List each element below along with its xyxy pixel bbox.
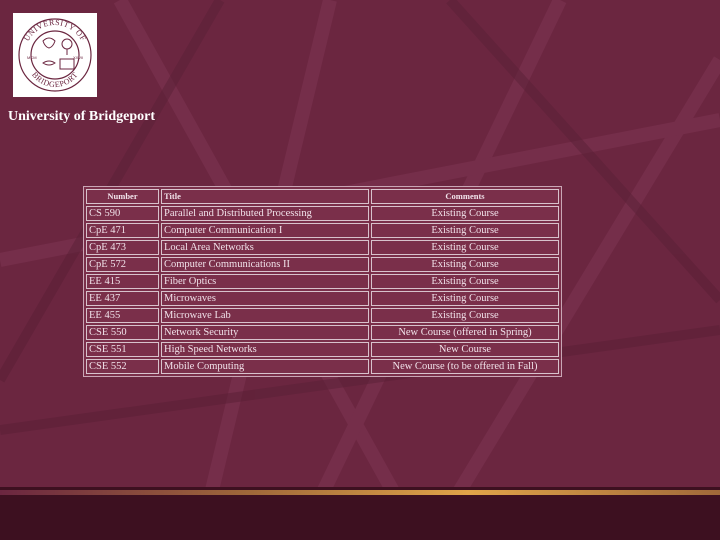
table-row: CpE 471 Computer Communication I Existin… bbox=[86, 223, 559, 238]
course-comment: Existing Course bbox=[371, 240, 559, 255]
logo-year-right: XXVII bbox=[73, 55, 83, 60]
course-comment: New Course bbox=[371, 342, 559, 357]
course-title: Network Security bbox=[161, 325, 369, 340]
course-number: CSE 550 bbox=[86, 325, 159, 340]
course-comment: New Course (to be offered in Fall) bbox=[371, 359, 559, 374]
course-number: CSE 552 bbox=[86, 359, 159, 374]
table-row: EE 415 Fiber Optics Existing Course bbox=[86, 274, 559, 289]
table-row: CSE 551 High Speed Networks New Course bbox=[86, 342, 559, 357]
table-row: CpE 572 Computer Communications II Exist… bbox=[86, 257, 559, 272]
course-comment: Existing Course bbox=[371, 257, 559, 272]
table-row: EE 455 Microwave Lab Existing Course bbox=[86, 308, 559, 323]
course-comment: Existing Course bbox=[371, 223, 559, 238]
table-row: CSE 552 Mobile Computing New Course (to … bbox=[86, 359, 559, 374]
course-number: EE 437 bbox=[86, 291, 159, 306]
course-table: Number Title Comments CS 590 Parallel an… bbox=[83, 186, 562, 377]
course-title: Computer Communication I bbox=[161, 223, 369, 238]
course-comment: Existing Course bbox=[371, 308, 559, 323]
table-row: CSE 550 Network Security New Course (off… bbox=[86, 325, 559, 340]
course-comment: Existing Course bbox=[371, 206, 559, 221]
course-comment: New Course (offered in Spring) bbox=[371, 325, 559, 340]
course-number: CSE 551 bbox=[86, 342, 159, 357]
header-number: Number bbox=[86, 189, 159, 204]
table-header-row: Number Title Comments bbox=[86, 189, 559, 204]
header-title: Title bbox=[161, 189, 369, 204]
footer-accent-stripe bbox=[0, 490, 720, 495]
table-row: EE 437 Microwaves Existing Course bbox=[86, 291, 559, 306]
university-logo: UNIVERSITY OF BRIDGEPORT MCM XXVII bbox=[13, 13, 97, 97]
course-title: Mobile Computing bbox=[161, 359, 369, 374]
course-number: CpE 572 bbox=[86, 257, 159, 272]
course-comment: Existing Course bbox=[371, 291, 559, 306]
course-title: Microwaves bbox=[161, 291, 369, 306]
course-title: Parallel and Distributed Processing bbox=[161, 206, 369, 221]
footer-band bbox=[0, 487, 720, 540]
table-row: CpE 473 Local Area Networks Existing Cou… bbox=[86, 240, 559, 255]
course-number: CpE 471 bbox=[86, 223, 159, 238]
course-comment: Existing Course bbox=[371, 274, 559, 289]
course-number: CpE 473 bbox=[86, 240, 159, 255]
course-title: High Speed Networks bbox=[161, 342, 369, 357]
course-number: EE 415 bbox=[86, 274, 159, 289]
course-title: Local Area Networks bbox=[161, 240, 369, 255]
table-row: CS 590 Parallel and Distributed Processi… bbox=[86, 206, 559, 221]
header-comments: Comments bbox=[371, 189, 559, 204]
course-number: EE 455 bbox=[86, 308, 159, 323]
course-title: Computer Communications II bbox=[161, 257, 369, 272]
course-number: CS 590 bbox=[86, 206, 159, 221]
course-title: Microwave Lab bbox=[161, 308, 369, 323]
logo-year-left: MCM bbox=[27, 55, 37, 60]
course-title: Fiber Optics bbox=[161, 274, 369, 289]
organization-name: University of Bridgeport bbox=[8, 109, 155, 124]
